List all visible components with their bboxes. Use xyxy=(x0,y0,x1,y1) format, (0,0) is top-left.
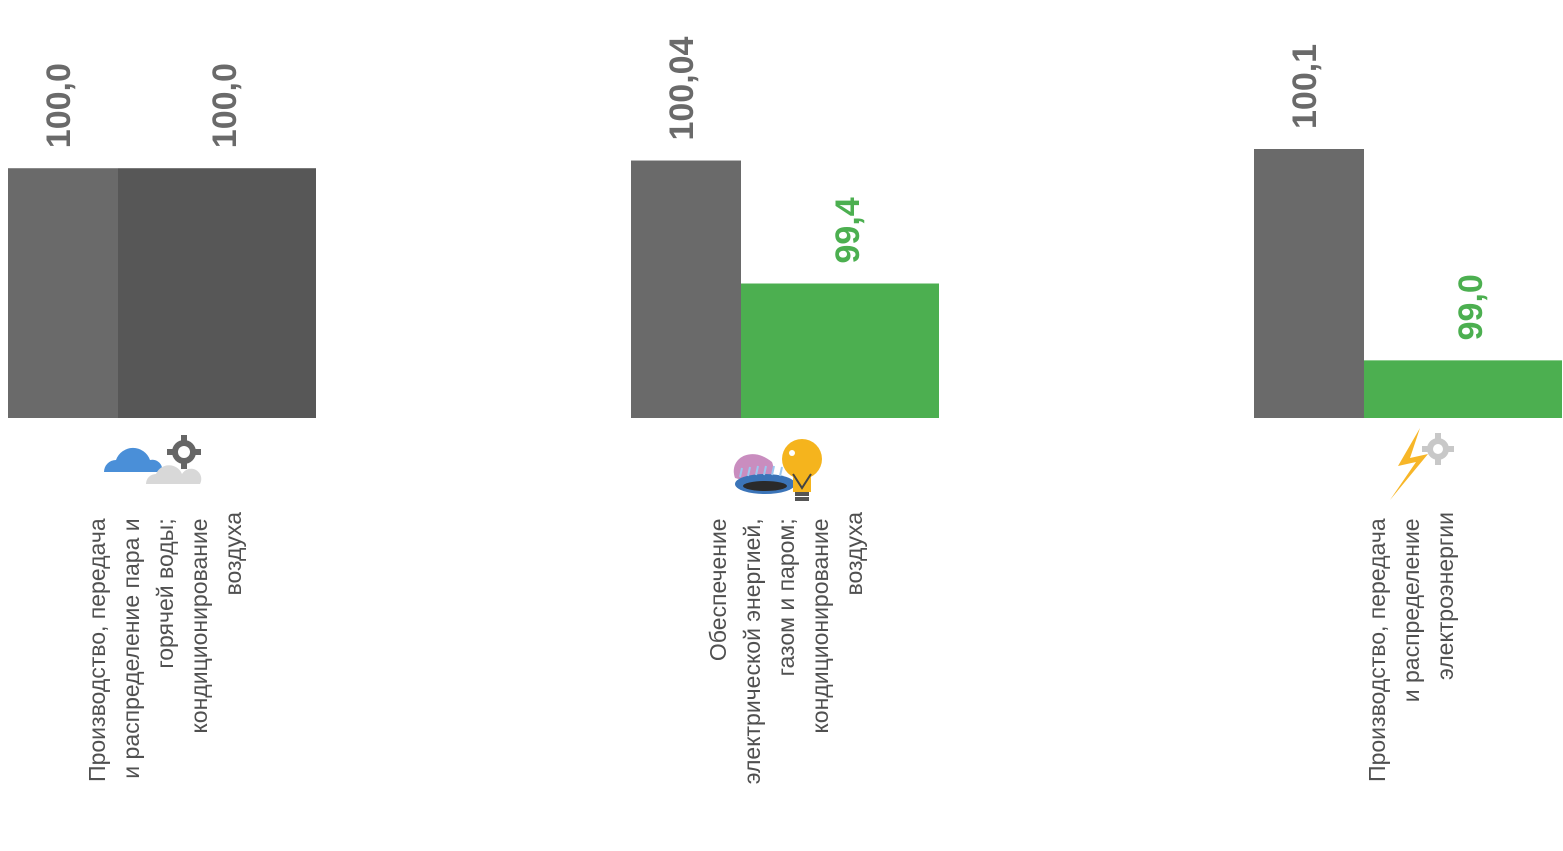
bar xyxy=(1364,360,1562,418)
data-label: 100,0 xyxy=(206,63,244,148)
lightning-gear-icon xyxy=(1390,428,1454,500)
bars-layer xyxy=(8,149,1562,418)
category-label: Обеспечение электрической энергией, газо… xyxy=(705,512,867,784)
category-label: Производство, передача и распределение э… xyxy=(1364,512,1458,782)
data-label: 100,04 xyxy=(663,36,701,140)
bar xyxy=(8,168,118,418)
data-label: 99,4 xyxy=(829,197,867,263)
value-labels-layer: 100,0 100,0 100,04 99,4 100,1 99,0 xyxy=(40,36,1490,340)
bar xyxy=(118,168,316,418)
bar xyxy=(631,160,741,418)
gas-flame-lightbulb-icon xyxy=(733,439,822,501)
bar xyxy=(1254,149,1364,418)
data-label: 100,0 xyxy=(40,63,78,148)
cloud-gear-icon xyxy=(104,435,202,484)
category-label: Производство, передача и распределение п… xyxy=(84,512,246,782)
data-label: 100,1 xyxy=(1286,44,1324,129)
bar xyxy=(741,283,939,418)
data-label: 99,0 xyxy=(1452,274,1490,340)
